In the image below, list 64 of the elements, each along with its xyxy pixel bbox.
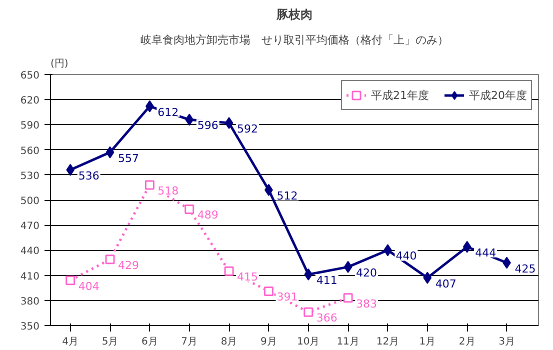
x-tick-label: 10月	[297, 336, 320, 348]
data-label: 612	[158, 106, 179, 119]
x-tick-label: 3月	[498, 336, 515, 348]
y-tick-label: 590	[20, 120, 40, 132]
data-label: 383	[356, 297, 378, 310]
data-label: 407	[435, 277, 456, 290]
chart-title: 豚枝肉	[276, 8, 312, 22]
data-label: 411	[316, 274, 338, 287]
y-tick-label: 530	[20, 170, 40, 182]
x-tick-label: 9月	[260, 336, 277, 348]
point	[423, 272, 432, 284]
point	[304, 307, 314, 317]
x-tick-label: 4月	[62, 336, 79, 348]
y-tick-label: 470	[20, 221, 40, 232]
x-tick-label: 7月	[181, 336, 198, 348]
y-tick-label: 410	[20, 271, 40, 282]
x-tick-label: 11月	[336, 336, 360, 348]
data-label: 557	[118, 152, 140, 165]
data-label: 518	[158, 184, 179, 198]
y-tick-label: 560	[20, 146, 40, 157]
point	[224, 117, 234, 130]
point	[343, 293, 353, 303]
data-label: 429	[118, 258, 140, 272]
data-label: 512	[276, 189, 298, 202]
point	[66, 164, 75, 176]
y-axis-title: (円)	[50, 58, 68, 70]
x-tick-label: 5月	[102, 336, 118, 348]
x-tick-label: 6月	[142, 336, 158, 348]
data-label: 592	[237, 122, 258, 136]
point	[105, 254, 115, 264]
x-tick-label: 2月	[458, 336, 476, 348]
data-label: 415	[237, 270, 258, 284]
y-tick-label: 500	[20, 196, 40, 207]
data-label: 404	[78, 280, 100, 293]
y-tick-label: 440	[20, 246, 40, 258]
point	[106, 146, 114, 158]
x-tick-label: 1月	[419, 336, 436, 348]
point	[224, 266, 234, 276]
data-label: 536	[78, 169, 100, 182]
data-label: 420	[356, 266, 378, 280]
data-label: 425	[514, 262, 536, 276]
point	[462, 240, 472, 253]
chart-subtitle: 岐阜食肉地方卸売市場 せり取引平均価格（格付「上」のみ）	[140, 34, 448, 46]
point	[264, 286, 274, 296]
point	[185, 114, 194, 126]
data-label: 444	[475, 246, 496, 260]
data-label: 596	[197, 119, 218, 132]
point	[66, 276, 76, 286]
y-tick-label: 650	[20, 70, 40, 82]
legend-label: 平成20年度	[469, 88, 527, 102]
point	[304, 268, 313, 280]
y-tick-label: 350	[20, 322, 40, 332]
data-label: 391	[276, 290, 298, 304]
point	[184, 204, 194, 214]
x-tick-label: 8月	[220, 336, 238, 348]
y-tick-label: 380	[20, 296, 40, 308]
point	[344, 260, 352, 273]
data-label: 366	[316, 312, 338, 325]
data-label: 489	[197, 208, 218, 222]
y-tick-label: 620	[20, 96, 40, 107]
x-tick-label: 12月	[376, 336, 400, 348]
data-label: 440	[396, 250, 417, 263]
point	[144, 180, 154, 190]
legend-label: 平成21年度	[371, 88, 429, 102]
